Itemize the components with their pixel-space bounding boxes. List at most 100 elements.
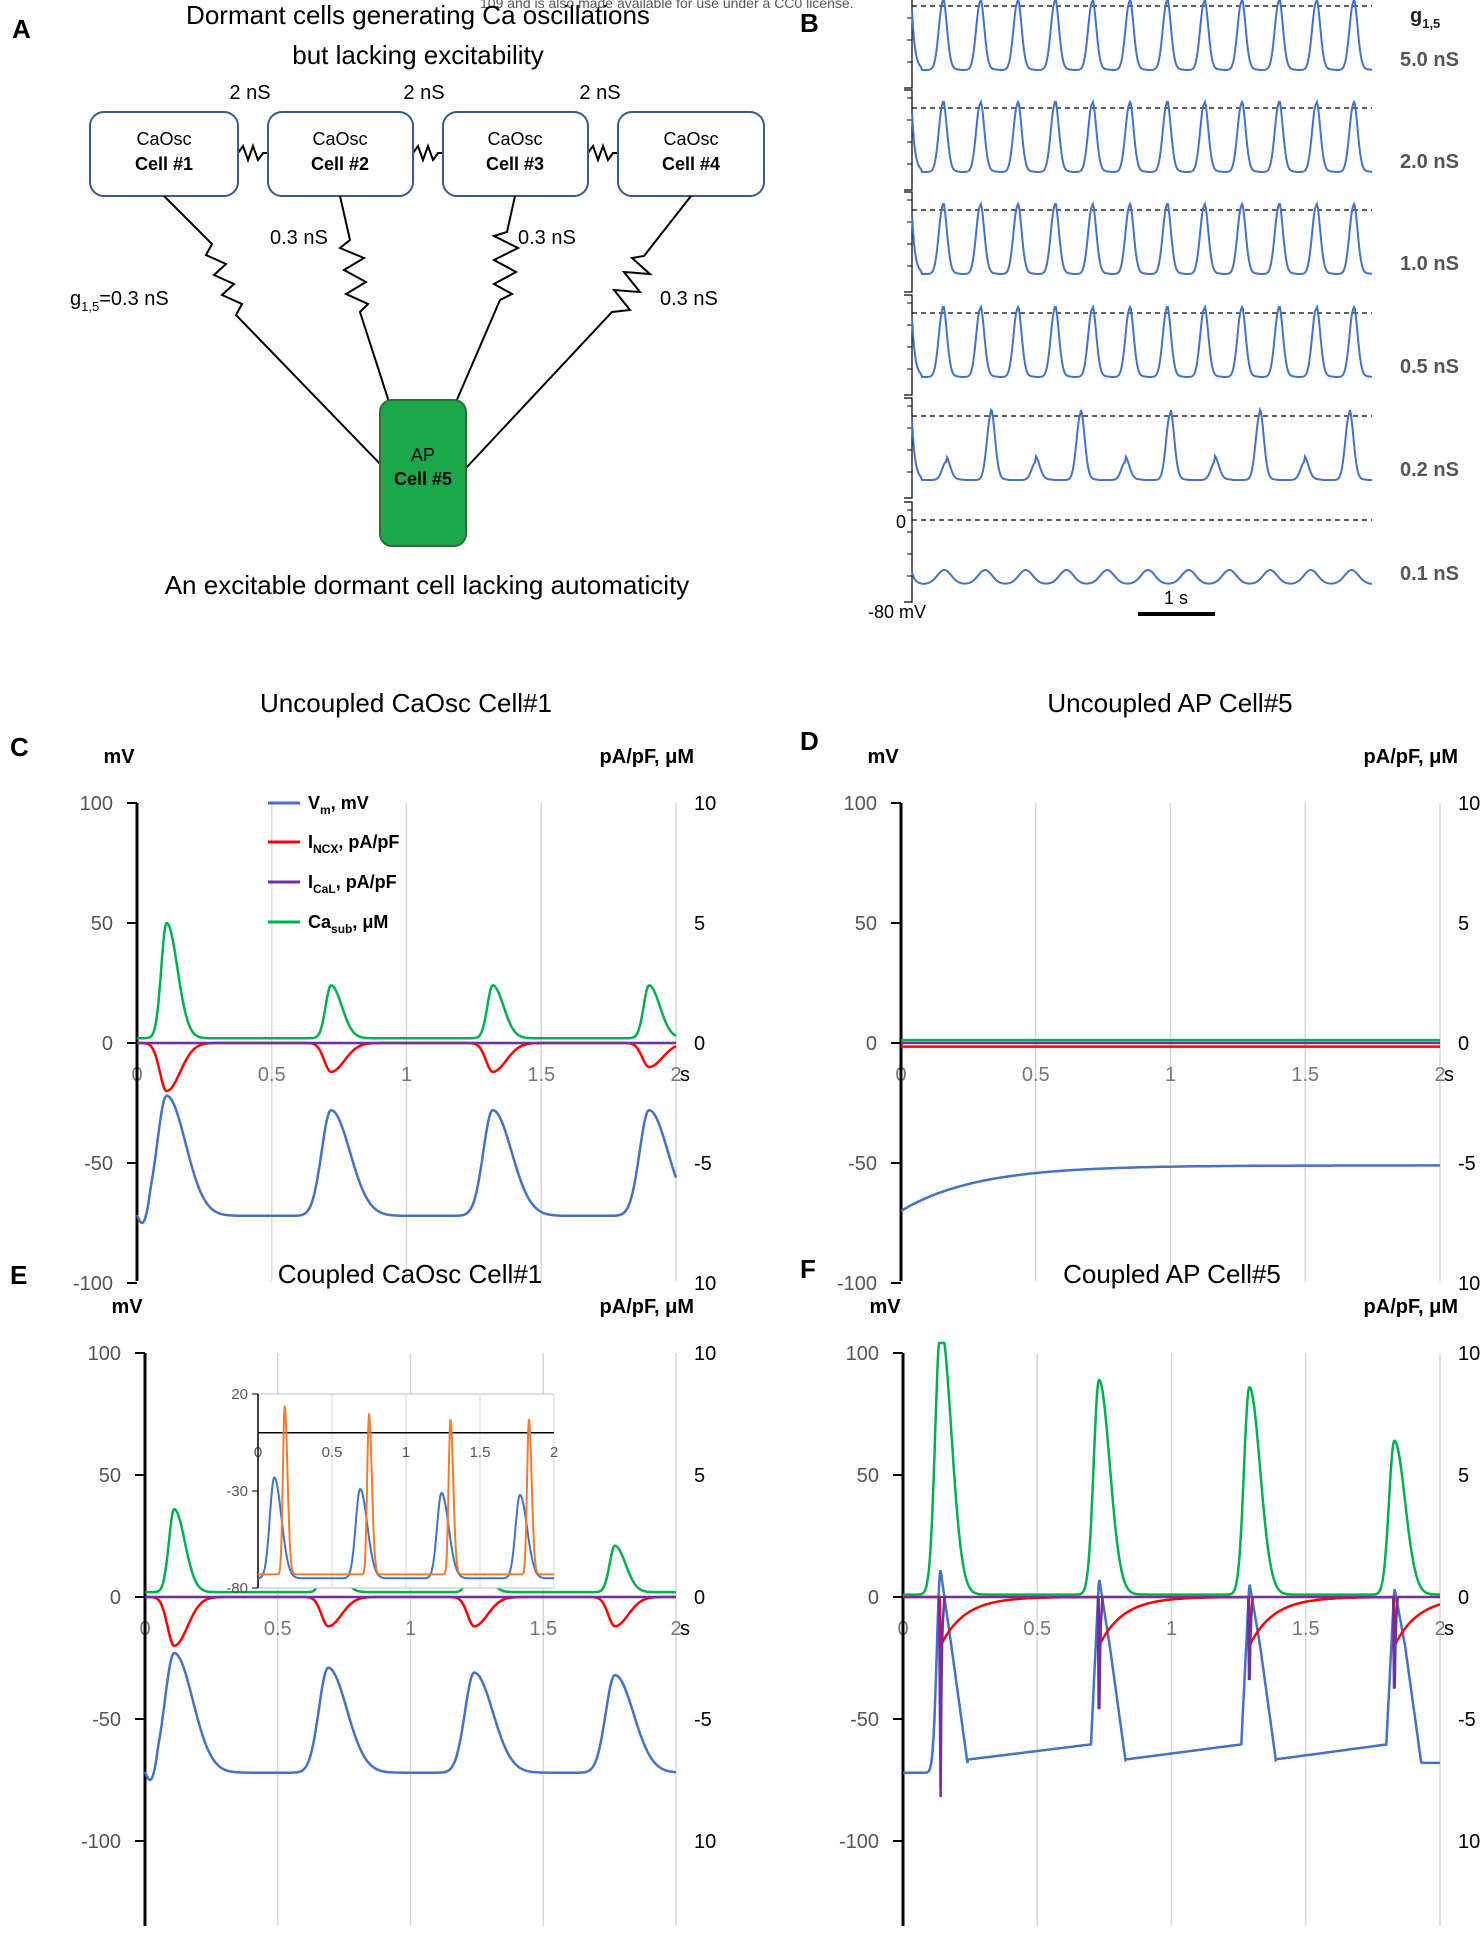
panel-b: B g1,5 5.0 nS 2.0 nS 1.0 nS 0.5 nS 0.2 nS 0.1… [800,0,1459,622]
y-tick-label-right: -5 [694,1153,712,1175]
series-casub [903,1341,1440,1596]
x-tick-label: 2 [1434,1618,1445,1640]
panel-a-title-line1: Dormant cells generating Ca oscillations [186,0,650,30]
y-tick-label-left: 0 [868,1587,879,1609]
x-tick-label: 0.5 [1023,1618,1051,1640]
coupling-label-1-2: 2 nS [229,82,270,104]
y-tick-label-left: 0 [866,1033,877,1055]
coupling-label-2-5: 0.3 nS [270,227,328,249]
y-tick-label-right: 5 [1458,913,1469,935]
panel-a-caption: An excitable dormant cell lacking automa… [165,570,690,600]
y-tick-label-left: 100 [88,1343,121,1365]
wire-3-5 [455,195,521,403]
x-tick-label: 0.5 [258,1064,286,1086]
x-tick-label: 1.5 [1291,1064,1319,1086]
y-tick-label-left: 0 [110,1587,121,1609]
y-tick-label-right: 0 [694,1587,705,1609]
legend-c: Vm, mV INCX, pA/pF ICaL, pA/pF Casub, μM [268,793,399,936]
panel-f-letter: F [800,1254,816,1284]
inset-y-tick-label: -80 [226,1580,248,1597]
x-unit-label: s [680,1618,690,1640]
chart-c: Uncoupled CaOsc Cell#1 mV pA/pF, μM 0 0.5 1 1.… [73,688,716,1295]
trace-bracket [904,397,913,499]
y-axis-label-right: pA/pF, μM [1364,746,1458,768]
trace-bracket [904,294,913,396]
panel-b-zero-label: 0 [896,512,906,532]
y-tick-label-left: 0 [102,1033,113,1055]
series-vm [143,1651,676,1782]
resistors-top [237,143,618,163]
series-casub [145,1507,676,1594]
inset-x-tick-label: 1 [402,1444,410,1461]
x-tick-label: 2 [670,1618,681,1640]
chart-title: Coupled CaOsc Cell#1 [278,1259,542,1289]
legend-label-vm: Vm, mV [308,793,369,817]
cell-1-type: CaOsc [136,129,191,149]
y-tick-label-left: 100 [846,1343,879,1365]
x-tick-label: 1 [405,1618,416,1640]
y-tick-label-right: -5 [1458,1153,1476,1175]
inset-y-tick-label: -30 [226,1483,248,1500]
trace-2 [911,201,1373,275]
y-tick-label-right: 10 [1458,1343,1480,1365]
trace-label: 0.5 nS [1400,356,1459,378]
coupling-label-3-4: 2 nS [579,82,620,104]
panel-a: A Dormant cells generating Ca oscillatio… [12,0,765,600]
trace-label: 0.1 nS [1400,563,1459,585]
inset-series [257,1475,554,1580]
series-vm [903,1569,1440,1774]
trace-label: 5.0 nS [1400,49,1459,71]
y-axis-label-right: pA/pF, μM [600,746,694,768]
trace-label: 1.0 nS [1400,253,1459,275]
chart-e: Coupled CaOsc Cell#1 mV pA/pF, μM 0 0.5 1 1.5 2… [81,1259,716,1926]
y-tick-label-right: 5 [1458,1465,1469,1487]
inset-series [258,1405,554,1576]
trace-5 [911,568,1373,585]
series-casub [137,921,677,1040]
wire-1-5 [163,195,385,469]
chart-d: Uncoupled AP Cell#5 mV pA/pF, μM 0 0.5 1 1.5 2s… [837,688,1480,1295]
y-axis-label-right: pA/pF, μM [600,1296,694,1318]
y-tick-label-right: 0 [1458,1587,1469,1609]
y-tick-label-left: -50 [848,1153,877,1175]
resistor-2-3 [412,143,443,163]
y-tick-label-left: -50 [84,1153,113,1175]
resistors-bottom [163,195,692,469]
y-tick-label-right: 10 [1458,1831,1480,1853]
y-axis-label-left: mV [103,746,135,768]
legend-label-incx: INCX, pA/pF [308,832,399,856]
x-tick-label: 1.5 [527,1064,555,1086]
x-tick-label: 2 [670,1064,681,1086]
chart-title: Uncoupled CaOsc Cell#1 [260,688,552,718]
trace-bracket [904,89,913,191]
inset-x-tick-label: 1.5 [470,1444,491,1461]
x-tick-label: 1 [1166,1618,1177,1640]
panel-e-letter: E [10,1260,27,1290]
cell-box-1: CaOsc Cell #1 [89,111,239,197]
cell-4-name: Cell #4 [662,154,720,174]
trace-bracket [904,0,913,89]
ap-cell-box: AP Cell #5 [379,399,467,547]
y-axis-label-left: mV [867,746,899,768]
panel-d-letter: D [800,726,819,756]
x-tick-label: 2 [1434,1064,1445,1086]
chart-f: Coupled AP Cell#5 mV pA/pF, μM 0 0.5 1 1.5 2s 10… [839,1259,1480,1926]
cell-box-2: CaOsc Cell #2 [267,111,414,197]
trace-1 [911,99,1373,173]
cell-1-name: Cell #1 [135,154,193,174]
trace-4 [911,406,1372,481]
y-tick-label-left: 50 [855,913,877,935]
x-tick-label: 0.5 [264,1618,292,1640]
y-axis-label-left: mV [869,1296,901,1318]
panel-a-title-line2: but lacking excitability [292,40,543,70]
x-tick-label: 0.5 [1022,1064,1050,1086]
wire-4-5 [465,195,692,469]
inset-x-tick-label: 2 [550,1444,558,1461]
y-tick-label-right: 10 [1458,1273,1480,1295]
x-unit-label: s [1444,1618,1454,1640]
x-tick-label: 1.5 [1292,1618,1320,1640]
y-tick-label-left: 100 [80,793,113,815]
x-tick-label: 1 [1165,1064,1176,1086]
cell-3-type: CaOsc [487,129,542,149]
panel-b-header: g1,5 [1410,5,1440,31]
